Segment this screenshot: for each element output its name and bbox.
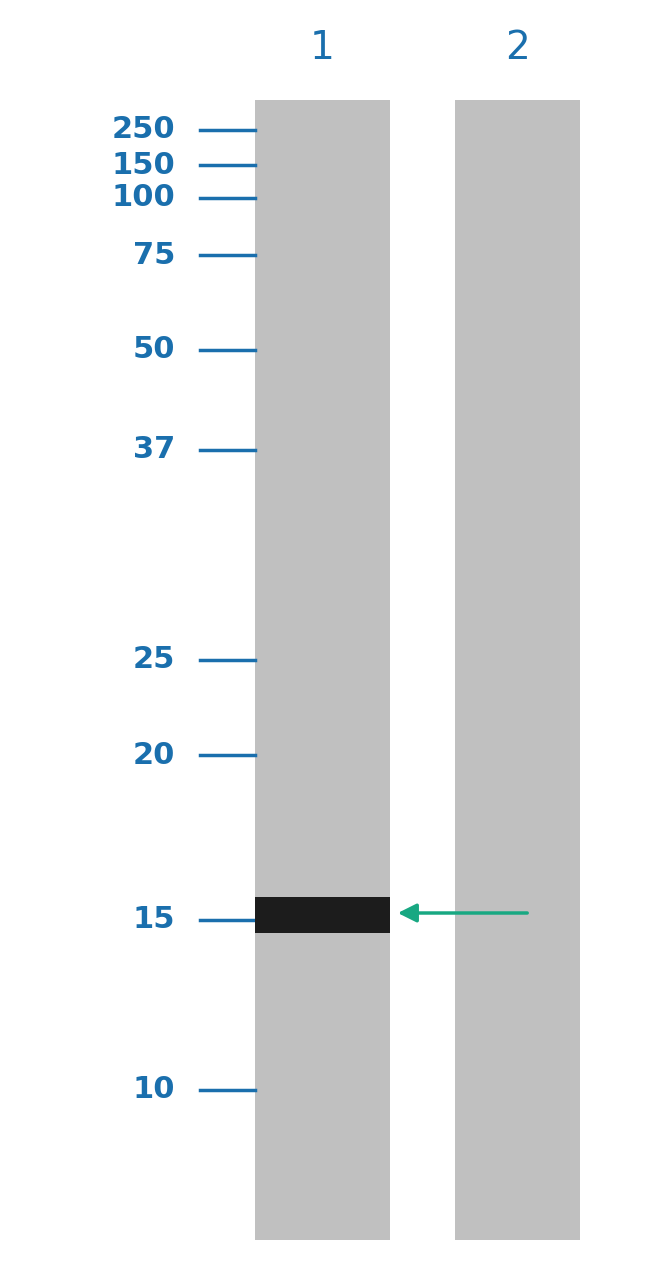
- Text: 2: 2: [504, 29, 529, 67]
- Text: 250: 250: [111, 116, 175, 145]
- Text: 25: 25: [133, 645, 175, 674]
- Bar: [255, 897, 390, 933]
- Text: 150: 150: [111, 151, 175, 179]
- Bar: [255, 100, 390, 1240]
- Text: 37: 37: [133, 436, 175, 465]
- Text: 1: 1: [309, 29, 335, 67]
- Text: 75: 75: [133, 240, 175, 269]
- Text: 15: 15: [133, 906, 175, 935]
- Text: 10: 10: [133, 1076, 175, 1105]
- Text: 20: 20: [133, 740, 175, 770]
- Bar: [455, 100, 580, 1240]
- Text: 100: 100: [111, 183, 175, 212]
- Text: 50: 50: [133, 335, 175, 364]
